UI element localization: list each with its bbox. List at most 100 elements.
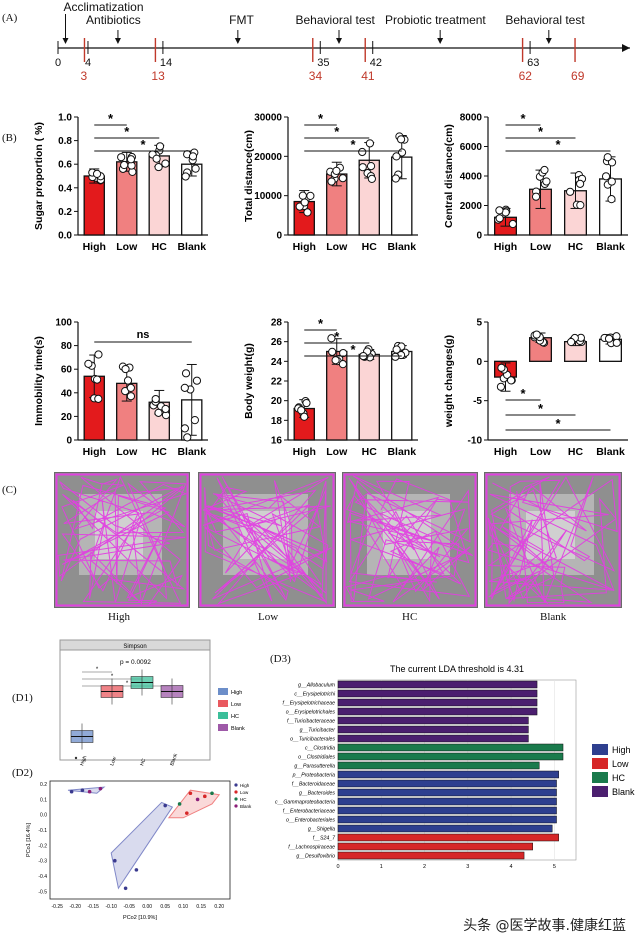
simpson-outlier (74, 756, 78, 760)
simpson-legend-swatch (218, 712, 228, 719)
data-point (94, 350, 103, 359)
lda-bar (337, 743, 564, 752)
pcoa-point (134, 868, 139, 872)
lda-bar (337, 698, 538, 707)
bar (83, 175, 105, 236)
x-tick-label: Blank (387, 446, 416, 458)
lda-bar (337, 842, 533, 851)
data-point (567, 337, 576, 347)
simpson-x-label: HC (139, 757, 147, 766)
panel-label-d1: (D1) (12, 692, 33, 704)
lda-bar-label: f__Bacteroidaceae (292, 782, 335, 788)
x-tick-label: HC (152, 241, 168, 253)
data-point (576, 201, 585, 210)
lda-bar (337, 806, 557, 815)
data-point (338, 360, 348, 369)
timeline-event-label: Antibiotics (86, 13, 141, 27)
sig-label: * (538, 124, 544, 139)
timeline-red-tick-label: 41 (361, 69, 375, 83)
data-point (497, 363, 506, 372)
simpson-legend-label: High (231, 690, 242, 696)
lda-legend-swatch (592, 786, 608, 797)
x-tick-label: High (494, 446, 517, 458)
y-axis-label: Sugar proportion ( %) (33, 122, 45, 230)
lda-bar (337, 833, 559, 842)
x-tick-label: Blank (596, 446, 625, 458)
panel-label-c: (C) (2, 484, 17, 496)
y-tick-label: 0 (66, 436, 72, 447)
pcoa-point (69, 789, 74, 794)
x-tick-label: Blank (596, 241, 625, 253)
lda-bar-label: p__Proteobacteria (292, 773, 336, 779)
lda-legend-label: High (612, 745, 631, 755)
data-point (532, 330, 541, 339)
timeline-black-tick-label: 63 (527, 57, 539, 69)
y-tick-label: 16 (271, 436, 283, 447)
lda-bar (337, 779, 557, 788)
timeline-black-tick-label: 14 (160, 57, 172, 69)
y-tick-label: 30000 (254, 113, 282, 124)
timeline-event-label: Behavioral test (505, 13, 585, 27)
data-point (607, 158, 617, 167)
data-point (531, 192, 541, 201)
x-tick-label: Low (326, 241, 348, 253)
simpson-legend-swatch (218, 724, 228, 731)
pcoa-legend-label: Low (240, 790, 249, 795)
panel-label-d2: (D2) (12, 767, 33, 779)
sig-label: * (318, 316, 324, 331)
data-point (192, 376, 202, 385)
bar-chart-total-distance: 0 10000 20000 30000 Total distance(cm) High Lo… (243, 111, 418, 253)
lda-bar-label: c__Clostridia (305, 746, 335, 752)
tracking-panel-blank (484, 472, 622, 608)
tracking-label-hc: HC (402, 611, 418, 623)
lda-bar-label: c__Gammaproteobacteria (275, 800, 335, 806)
data-point (391, 174, 400, 183)
timeline-black-tick-label: 42 (370, 57, 382, 69)
data-point (298, 191, 307, 200)
data-point (392, 152, 401, 161)
y-tick-label: 2000 (460, 201, 483, 212)
data-point (188, 152, 198, 161)
simpson-legend-swatch (218, 688, 228, 695)
pcoa-point (113, 858, 117, 863)
data-point (154, 162, 163, 172)
lda-bar-label: g__Allobaculum (298, 683, 336, 689)
simpson-x-label: Low (109, 756, 118, 767)
tracking-panel-low (198, 472, 336, 608)
data-point (92, 169, 102, 179)
timeline: 0 4 14 35 42 63 3 13 34 41 62 69 AcclimatizationAnti… (55, 0, 630, 83)
timeline-event-arrowhead (114, 38, 121, 44)
lda-bar (337, 761, 540, 770)
timeline-event-label: Behavioral test (296, 13, 376, 27)
pcoa-legend-dot (234, 804, 238, 808)
sig-label: * (520, 111, 526, 126)
pcoa-point (163, 803, 167, 808)
watermark: 头条 @医学故事.健康红蓝 (463, 918, 626, 934)
pcoa-x-tick: 0.15 (196, 904, 206, 910)
y-axis-label: Body weight(g) (243, 343, 255, 419)
tracking-panel-high (54, 472, 190, 608)
lda-bar (337, 707, 538, 716)
pcoa-plot: -0.25 -0.20 -0.15 -0.10 -0.05 0.00 0.05 0.10 0.1… (26, 780, 252, 921)
x-tick-label: Blank (177, 446, 206, 458)
sig-label: * (334, 124, 340, 139)
lda-chart: The current LDA threshold is 4.31 0 1 2 3 4 5 g… (275, 664, 635, 870)
pcoa-y-tick: -0.4 (38, 874, 47, 880)
sig-label: * (140, 137, 146, 152)
track-path (57, 475, 188, 605)
timeline-event-arrowhead (234, 38, 241, 44)
data-point (331, 356, 340, 365)
y-tick-label: 20 (271, 396, 283, 407)
lda-legend-swatch (592, 758, 608, 769)
simpson-sig: * (111, 674, 114, 680)
x-tick-label: Low (530, 241, 552, 253)
pcoa-y-label: PCo1 [16.4%] (26, 823, 32, 857)
track-path (487, 476, 618, 605)
lda-bar-label: f__Lachnospiraceae (288, 845, 335, 851)
pcoa-legend-label: HC (240, 797, 247, 802)
x-tick-label: High (83, 241, 106, 253)
data-point (508, 219, 517, 229)
bar-chart-weight-changes: -10 -5 0 5 weight changes(g) High Low HC Blank * *… (443, 318, 628, 458)
lda-x-tick: 1 (380, 864, 383, 870)
pcoa-x-label: PCo2 [10.9%] (123, 915, 157, 921)
